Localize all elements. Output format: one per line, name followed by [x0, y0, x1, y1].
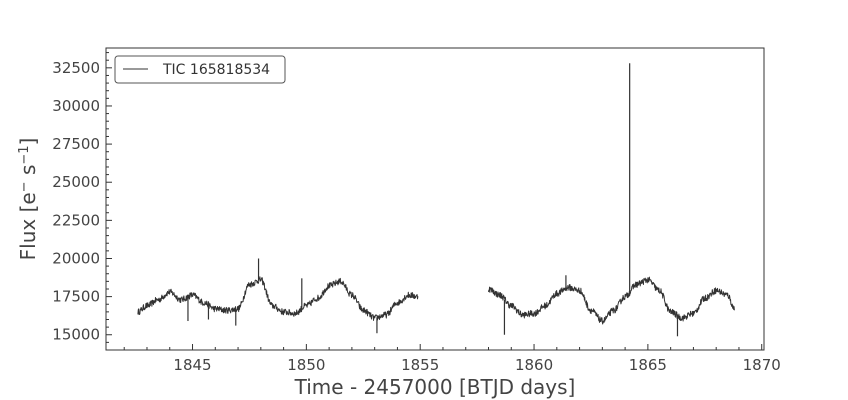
plot-area: [105, 47, 765, 351]
x-tick-label: 1870: [743, 356, 781, 374]
x-tick-label: 1850: [287, 356, 325, 374]
x-tick-label: 1865: [629, 356, 667, 374]
x-axis-label: Time - 2457000 [BTJD days]: [294, 375, 576, 399]
x-tick-label: 1845: [173, 356, 211, 374]
legend-box: [114, 55, 286, 84]
y-tick-label: 25000: [52, 173, 100, 191]
y-tick-label: 17500: [52, 288, 100, 306]
y-tick-label: 22500: [52, 211, 100, 229]
y-tick-label: 27500: [52, 135, 100, 153]
y-tick-label: 15000: [52, 326, 100, 344]
x-tick-label: 1860: [515, 356, 553, 374]
legend: TIC 165818534: [114, 55, 286, 84]
curve-layer: [137, 63, 735, 337]
y-tick-label: 30000: [52, 97, 100, 115]
x-tick-label: 1855: [401, 356, 439, 374]
legend-label: TIC 165818534: [162, 62, 270, 78]
plot-frame: [105, 47, 765, 351]
y-axis-label: Flux [e− s−1]: [16, 138, 40, 261]
y-axis-ticks: 15000 17500 20000 22500 25000 27500 30000 32500: [52, 52, 112, 351]
x-axis-ticks: 1845 1850 1855 1860 1865 1870: [123, 344, 781, 374]
y-tick-label: 20000: [52, 249, 100, 267]
y-tick-label: 32500: [52, 59, 100, 77]
lightcurve-segment-1: [137, 276, 419, 321]
lightcurve-segment-2: [488, 276, 735, 325]
